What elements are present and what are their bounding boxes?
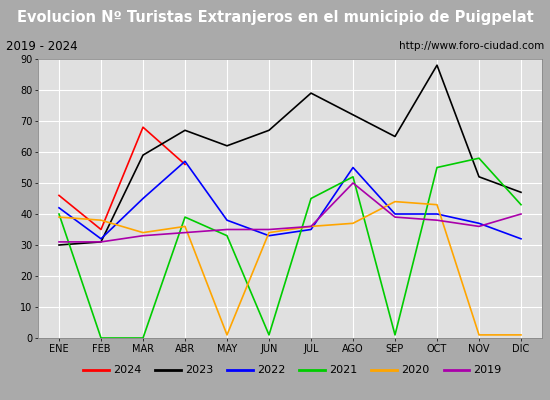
Text: 2021: 2021 [329,365,358,375]
Text: 2024: 2024 [113,365,141,375]
Text: Evolucion Nº Turistas Extranjeros en el municipio de Puigpelat: Evolucion Nº Turistas Extranjeros en el … [16,10,534,25]
Text: 2020: 2020 [402,365,430,375]
Text: http://www.foro-ciudad.com: http://www.foro-ciudad.com [399,41,544,51]
Text: 2022: 2022 [257,365,285,375]
Text: 2023: 2023 [185,365,213,375]
Text: 2019 - 2024: 2019 - 2024 [6,40,77,52]
Text: 2019: 2019 [474,365,502,375]
